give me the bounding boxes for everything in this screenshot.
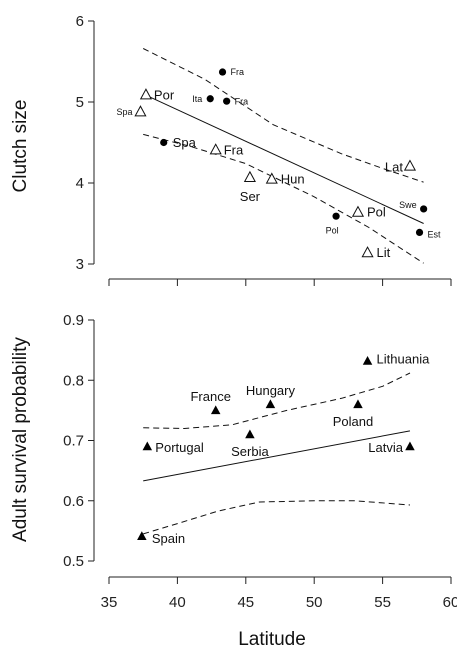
- point-label: Poland: [333, 414, 373, 429]
- data-point: [265, 172, 278, 184]
- y-axis-title: Adult survival probability: [10, 337, 31, 542]
- point-label: Spa: [173, 135, 197, 150]
- y-tick-label: 6: [76, 13, 84, 30]
- ci-upper-line: [142, 48, 424, 183]
- data-point: [139, 88, 153, 100]
- point-label: Hun: [281, 172, 305, 187]
- point-label: Lithuania: [377, 352, 431, 367]
- ci-upper-line: [143, 372, 411, 430]
- data-point: [218, 68, 227, 76]
- point-label: Serbia: [231, 444, 269, 459]
- y-tick-label: 0.8: [63, 372, 84, 389]
- data-point: [210, 405, 221, 415]
- data-point: [361, 246, 374, 258]
- regression-line: [143, 430, 411, 482]
- y-tick-label: 0.5: [63, 553, 84, 570]
- point-label: Fra: [235, 96, 249, 106]
- y-tick-label: 3: [76, 256, 84, 273]
- y-tick-label: 4: [76, 175, 84, 192]
- x-tick-label: 60: [443, 594, 457, 611]
- point-label: Hungary: [246, 383, 296, 398]
- data-point: [415, 228, 424, 237]
- point-label: Ita: [192, 94, 202, 104]
- data-point: [137, 531, 147, 541]
- data-point: [160, 138, 168, 147]
- point-label: Est: [428, 230, 442, 240]
- data-point: [245, 429, 255, 439]
- data-point: [332, 212, 340, 220]
- data-point: [142, 441, 153, 451]
- data-point: [223, 97, 231, 105]
- ci-lower-line: [143, 133, 424, 264]
- ci-lower-line: [143, 500, 411, 535]
- regression-line: [142, 93, 424, 224]
- y-tick-label: 5: [76, 94, 84, 111]
- adult-survival-panel: 0.5 0.6 0.7 0.8 0.9 35 40 45 50 55 60 Adult surviva…: [10, 312, 457, 650]
- point-label: Fra: [231, 67, 245, 77]
- y-tick-label: 0.7: [63, 433, 84, 450]
- data-point: [209, 143, 222, 155]
- x-tick-label: 35: [101, 594, 118, 611]
- data-point: [265, 399, 276, 409]
- point-label: Por: [154, 87, 175, 102]
- x-tick-label: 50: [306, 594, 323, 611]
- data-point: [420, 205, 428, 213]
- data-point: [403, 159, 417, 171]
- clutch-size-panel: 3 4 5 6 Clutch size Fra Ita Fra Spa Pol Swe Est Por S…: [10, 13, 452, 286]
- x-tick-label: 45: [237, 594, 254, 611]
- data-point: [362, 355, 373, 365]
- y-tick-label: 0.9: [63, 312, 84, 329]
- point-label: Pol: [367, 205, 386, 220]
- point-label: Fra: [224, 142, 244, 157]
- point-label: France: [190, 389, 230, 404]
- point-label: Lit: [377, 245, 391, 260]
- data-point: [134, 105, 147, 117]
- point-label: Pol: [326, 225, 339, 235]
- x-tick-label: 40: [169, 594, 186, 611]
- y-tick-label: 0.6: [63, 493, 84, 510]
- point-label: Spain: [152, 531, 185, 546]
- point-label: Latvia: [368, 440, 403, 455]
- x-tick-label: 55: [374, 594, 391, 611]
- y-axis-title: Clutch size: [10, 100, 31, 193]
- data-point: [206, 95, 214, 103]
- data-point: [243, 170, 256, 182]
- point-label: Spa: [116, 107, 132, 117]
- data-point: [405, 441, 415, 451]
- point-label: Ser: [240, 189, 261, 204]
- point-label: Lat: [385, 160, 403, 175]
- point-label: Portugal: [155, 440, 204, 455]
- data-point: [353, 399, 363, 409]
- point-label: Swe: [399, 200, 417, 210]
- data-point: [351, 205, 365, 217]
- x-axis-title: Latitude: [238, 629, 306, 650]
